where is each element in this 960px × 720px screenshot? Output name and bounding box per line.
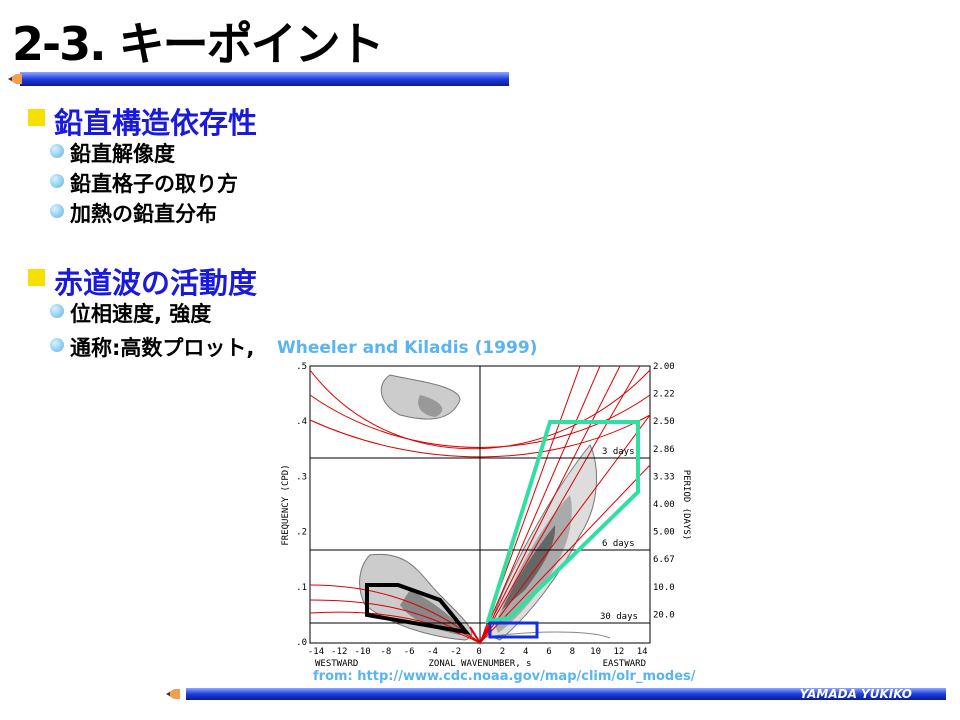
x-tick-label: 4 [523, 647, 528, 657]
y-tick-label: .1 [296, 583, 307, 593]
section-heading: 赤道波の活動度 [54, 266, 258, 300]
y-axis-label: FREQUENCY (CPD) [281, 464, 291, 545]
y2-axis-label: PERIOD (DAYS) [681, 470, 691, 540]
item: 鉛直格子の取り方 [70, 172, 238, 196]
annotation: 6 days [602, 539, 635, 549]
bullet-dot [50, 144, 64, 158]
y2-tick-label: 4.00 [653, 500, 675, 510]
footer: YAMADA YUKIKO [799, 687, 912, 701]
x-axis-label: ZONAL WAVENUMBER, s [429, 659, 532, 669]
x-tick-label: -2 [450, 647, 461, 657]
x-left-label: WESTWARD [315, 659, 358, 669]
annotation: 3 days [602, 447, 635, 457]
annotation: 30 days [600, 612, 638, 622]
item: 位相速度, 強度 [70, 302, 212, 326]
x-tick-label: -4 [427, 647, 438, 657]
y-tick-label: .4 [296, 417, 307, 427]
y2-tick-label: 2.86 [653, 445, 675, 455]
x-tick-label: 14 [637, 647, 648, 657]
x-tick-label: -8 [380, 647, 391, 657]
y-tick-label: .3 [296, 472, 307, 482]
x-tick-label: -12 [331, 647, 347, 657]
y2-tick-label: 2.00 [653, 362, 675, 372]
bullet-dot [50, 304, 64, 318]
x-tick-label: -6 [404, 647, 415, 657]
y2-tick-label: 2.50 [653, 417, 675, 427]
mjo-box [488, 621, 539, 639]
item: 加熱の鉛直分布 [70, 202, 217, 226]
bullet-dot [50, 338, 64, 352]
slide-title: 2-3. キーポイント [12, 17, 385, 71]
bullet-square [28, 269, 45, 286]
y2-tick-label: 2.22 [653, 390, 675, 400]
source: from: http://www.cdc.noaa.gov/map/clim/o… [313, 669, 696, 684]
x-tick-label: 2 [500, 647, 505, 657]
y2-tick-label: 20.0 [653, 610, 675, 620]
y-tick-label: .0 [296, 638, 307, 648]
figure: .5 .4 .3 .2 .1 .0 2.00 2.22 2.50 2.86 3.33 4.00 5.00… [281, 362, 691, 669]
bullet-dot [50, 204, 64, 218]
origin-mark [469, 626, 491, 645]
item: 鉛直解像度 [70, 142, 175, 166]
x-tick-label: 12 [613, 647, 624, 657]
section-heading: 鉛直構造依存性 [54, 106, 258, 140]
y-tick-label: .2 [296, 528, 307, 538]
x-tick-label: 10 [590, 647, 601, 657]
x-tick-label: 6 [546, 647, 551, 657]
y-tick-label: .5 [296, 362, 307, 372]
kelvin-box [485, 420, 640, 624]
reference-lines [310, 366, 650, 643]
item: 通称:高数プロット, [70, 336, 255, 360]
x-tick-label: 8 [570, 647, 575, 657]
x-tick-label: -10 [354, 647, 370, 657]
bullet-square [28, 109, 45, 126]
x-right-label: EASTWARD [603, 659, 646, 669]
x-tick-label: -14 [308, 647, 324, 657]
y2-tick-label: 5.00 [653, 528, 675, 538]
y2-tick-label: 3.33 [653, 472, 675, 482]
citation: Wheeler and Kiladis (1999) [277, 338, 538, 358]
rossby-box [365, 583, 471, 635]
bullet-dot [50, 174, 64, 188]
x-tick-label: 0 [476, 647, 481, 657]
y2-tick-label: 6.67 [653, 555, 675, 565]
y2-tick-label: 10.0 [653, 583, 675, 593]
